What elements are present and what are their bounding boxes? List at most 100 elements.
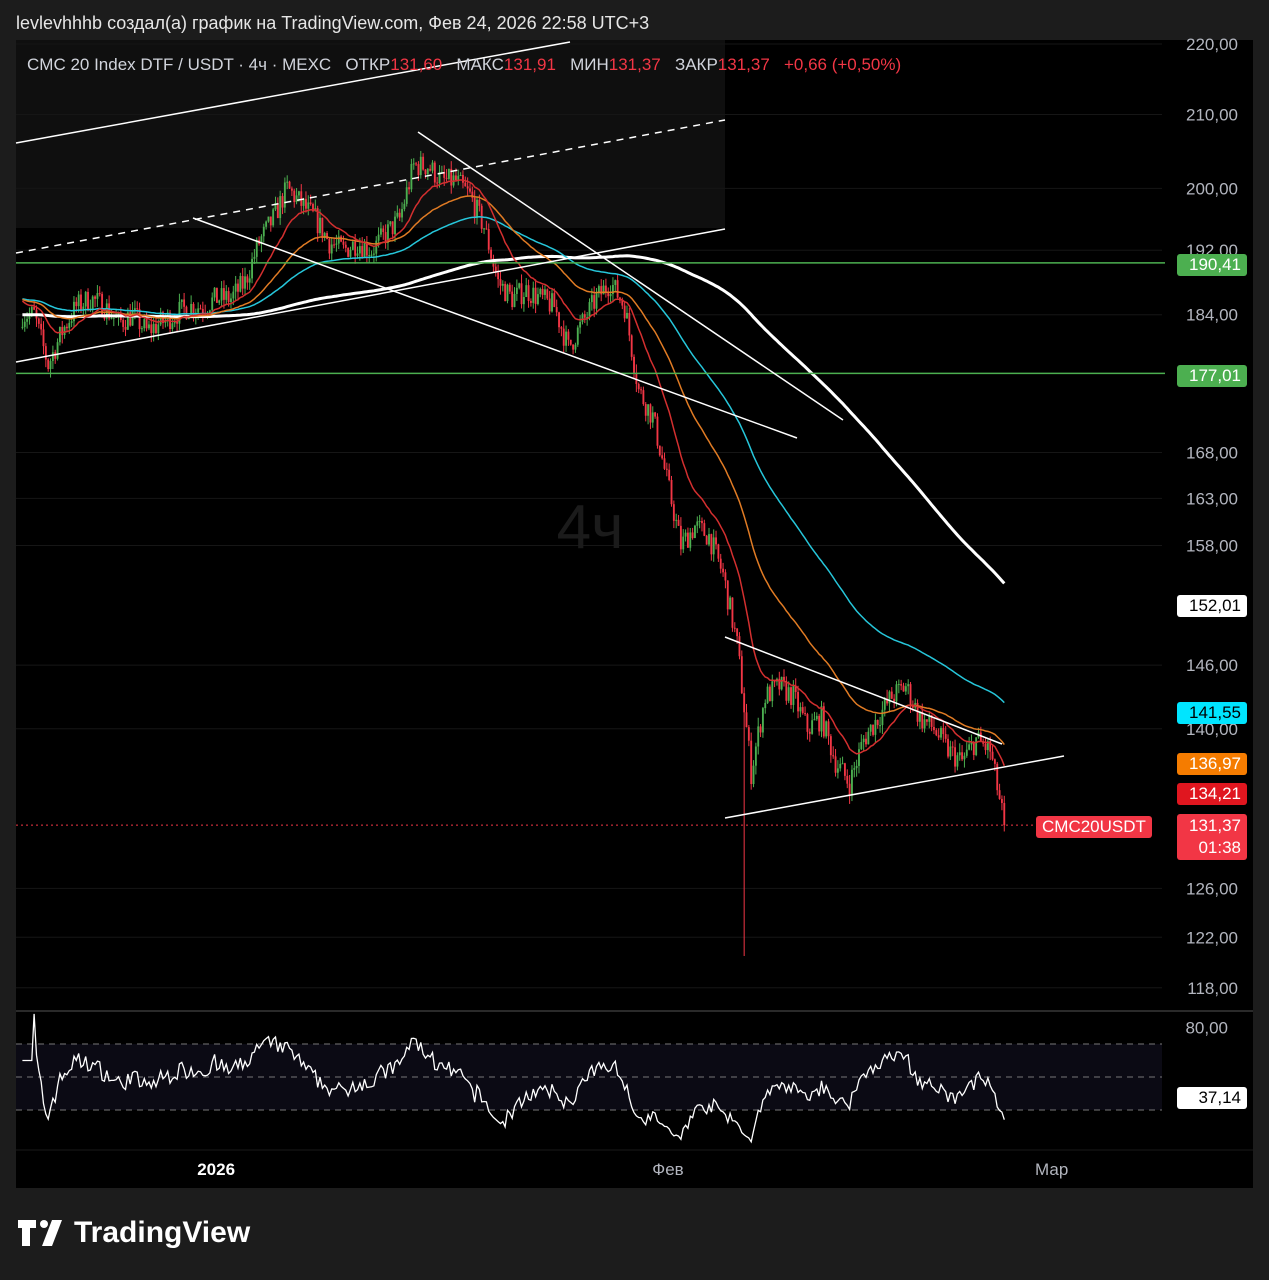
candle xyxy=(698,520,701,522)
level-badge-177: 177,01 xyxy=(1177,365,1247,387)
close-value: 131,37 xyxy=(717,55,770,74)
candle xyxy=(180,299,183,302)
candle xyxy=(483,228,485,230)
candle xyxy=(961,752,964,760)
candle xyxy=(276,203,279,219)
candle xyxy=(288,181,291,189)
high-value: 131,91 xyxy=(503,55,556,74)
candle xyxy=(21,326,24,328)
tradingview-logo-icon xyxy=(18,1220,62,1246)
candle xyxy=(597,286,600,294)
candle xyxy=(630,335,633,357)
candle xyxy=(778,678,781,690)
candle xyxy=(675,519,678,521)
candle xyxy=(501,283,504,286)
candle xyxy=(544,289,546,295)
candle xyxy=(51,352,54,362)
candle xyxy=(808,731,811,734)
low-value: 131,37 xyxy=(608,55,661,74)
candle xyxy=(846,775,849,784)
candle xyxy=(811,720,814,734)
candle xyxy=(935,730,938,736)
candle xyxy=(794,686,797,692)
candle xyxy=(783,676,785,681)
candle xyxy=(588,302,591,317)
candle xyxy=(185,306,188,320)
candle xyxy=(347,247,350,257)
symbol-price-label: CMC20USDT xyxy=(1036,816,1152,838)
trendline-drawing xyxy=(15,41,571,144)
candle xyxy=(937,735,940,738)
candle xyxy=(499,279,502,286)
candle xyxy=(363,242,366,257)
ma-white-line xyxy=(22,254,1006,585)
candle xyxy=(372,253,375,255)
candle xyxy=(696,521,699,526)
candle xyxy=(703,523,706,536)
candle xyxy=(562,328,565,346)
candle xyxy=(342,241,345,245)
candle xyxy=(761,708,764,733)
candle xyxy=(785,680,788,701)
candle xyxy=(900,684,903,686)
candle xyxy=(712,537,715,555)
candle xyxy=(832,755,835,757)
price-tick-label: 163,00 xyxy=(1186,489,1238,508)
candle xyxy=(968,744,971,750)
candle xyxy=(790,687,792,705)
candle xyxy=(138,309,141,330)
candle xyxy=(525,285,528,297)
candle xyxy=(747,727,750,741)
candle xyxy=(1000,798,1003,803)
candle xyxy=(836,768,839,773)
candle xyxy=(234,283,237,292)
candle xyxy=(450,168,453,186)
candle xyxy=(609,294,612,297)
candle xyxy=(640,389,642,391)
candle xyxy=(513,293,516,308)
candle xyxy=(354,241,357,256)
candle xyxy=(740,656,743,694)
candle xyxy=(265,221,268,227)
candle xyxy=(173,321,176,324)
shaded-region xyxy=(16,40,725,228)
candle xyxy=(321,217,324,238)
candle xyxy=(604,285,607,293)
candle xyxy=(246,276,249,283)
candle xyxy=(829,736,832,756)
candle xyxy=(459,174,462,176)
candle xyxy=(464,182,467,187)
candle xyxy=(152,323,155,334)
candles xyxy=(21,150,1006,956)
candle xyxy=(438,172,441,184)
candle xyxy=(232,291,235,299)
candle xyxy=(192,303,195,316)
candle xyxy=(445,177,448,179)
candle xyxy=(351,241,354,250)
ma-cyan-badge: 141,55 xyxy=(1177,702,1247,724)
candle xyxy=(344,244,347,248)
candle xyxy=(73,301,75,322)
candle xyxy=(872,724,874,735)
candle xyxy=(984,743,987,751)
candle xyxy=(764,702,767,709)
chart-caption: levlevhhhb создал(а) график на TradingVi… xyxy=(16,13,650,33)
chart-frame[interactable] xyxy=(16,40,1253,1188)
candle xyxy=(307,202,310,209)
tradingview-logo[interactable]: TradingView xyxy=(18,1216,250,1250)
candle xyxy=(581,314,584,322)
candle xyxy=(972,742,975,755)
ma-orange-badge: 136,97 xyxy=(1177,753,1247,775)
candle xyxy=(215,287,218,303)
candle xyxy=(94,296,96,299)
candle xyxy=(77,294,80,307)
price-tick-label: 200,00 xyxy=(1186,179,1238,198)
candle xyxy=(792,686,795,705)
candle xyxy=(370,254,373,256)
candle xyxy=(485,228,488,230)
candle xyxy=(290,188,293,191)
candle xyxy=(143,319,146,329)
candle xyxy=(834,756,837,773)
candle xyxy=(272,209,275,226)
